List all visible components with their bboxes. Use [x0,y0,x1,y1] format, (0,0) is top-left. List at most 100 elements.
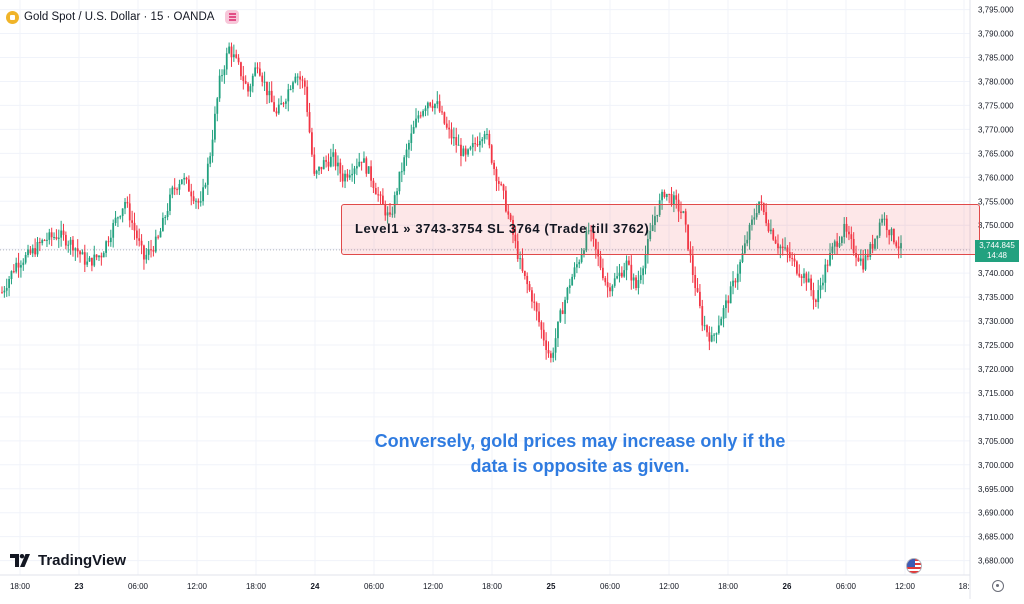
candle-body [519,258,522,260]
candle-body [225,53,228,70]
candle-down [419,111,422,119]
candle-down [448,120,451,139]
candle-body [372,180,375,189]
candle-body [133,222,136,231]
candle-body [121,208,124,217]
candle-body [599,256,602,268]
candle-up [883,212,886,226]
candle-body [197,200,200,203]
candle-body [161,217,164,232]
pink-menu-icon[interactable] [225,10,240,24]
candle-down [313,147,316,176]
time-axis: 18:00 23 06:00 12:00 18:00 24 06:00 12:00 18:00 2… [10,582,970,591]
candle-down [691,246,694,283]
candle-body [665,193,668,198]
candle-down [855,245,857,267]
candle-body [187,179,190,192]
candle-body [888,230,891,236]
candle-body [327,161,330,167]
candle-body [124,202,126,209]
candle-body [784,247,786,249]
candle-body [876,235,879,239]
candle-up [363,151,365,163]
candle-body [74,248,77,251]
candle-down [126,196,129,208]
candle-up [367,166,370,174]
candle-body [866,255,869,257]
x-tick-label: 18:00 [718,582,739,591]
candle-up [277,98,280,115]
candle-body [507,211,510,215]
candle-up [102,251,105,258]
y-tick-label: 3,790.000 [978,30,1014,39]
candle-body [859,258,862,262]
candle-body [462,148,465,156]
gear-icon[interactable] [992,580,1004,592]
candle-up [109,229,112,247]
candle-up [124,198,126,215]
candle-down [29,246,32,255]
candle-body [575,264,578,268]
candle-up [296,73,299,86]
candle-down [370,160,372,188]
candle-up [874,238,876,251]
candle-body [649,230,652,239]
candle-body [353,168,356,174]
candle-up [408,139,410,159]
candle-body [826,264,829,266]
tradingview-logo[interactable]: TradingView [10,552,126,569]
candle-body [55,237,58,239]
candle-body [800,276,803,278]
candle-body [547,349,550,354]
candle-body [708,332,711,342]
candle-down [628,256,630,266]
x-tick-label: 18:00 [482,582,503,591]
candle-body [237,57,240,63]
candle-body [743,243,746,254]
candle-body [377,194,380,196]
y-tick-label: 3,785.000 [978,54,1014,63]
candle-down [273,95,275,113]
analysis-note: Conversely, gold prices may increase onl… [370,429,790,479]
candle-up [843,217,846,244]
candle-down [630,255,633,290]
candle-body [819,285,822,291]
candle-down [128,193,131,228]
candle-body [27,249,29,256]
candle-body [824,264,827,283]
candle-down [17,252,20,278]
candle-up [824,258,827,293]
candle-down [34,238,37,257]
candle-up [840,235,843,246]
candle-down [696,277,699,293]
symbol-title: Gold Spot / U.S. Dollar · 15 · OANDA [24,11,215,23]
candle-body [881,218,883,223]
candle-down [800,274,803,287]
candle-up [81,249,84,255]
candle-body [753,217,756,220]
candle-body [289,88,292,90]
symbol-header[interactable]: Gold Spot / U.S. Dollar · 15 · OANDA [6,8,240,26]
x-tick-label: 24 [311,582,320,591]
candle-body [706,325,708,333]
candle-down [509,212,512,222]
candle-body [677,199,680,212]
candle-down [242,65,245,90]
candle-down [187,175,190,192]
candle-body [878,222,881,236]
candle-down [675,189,678,209]
candle-up [725,294,727,319]
us-flag-icon[interactable] [906,558,922,574]
candle-up [254,62,257,77]
chart-grid [0,0,970,575]
candle-body [497,181,500,184]
candle-body [360,161,363,163]
candle-up [665,193,668,201]
candle-up [717,315,720,335]
candle-body [680,211,682,213]
candle-up [322,156,325,170]
candle-down [798,264,801,278]
candle-down [474,137,477,152]
